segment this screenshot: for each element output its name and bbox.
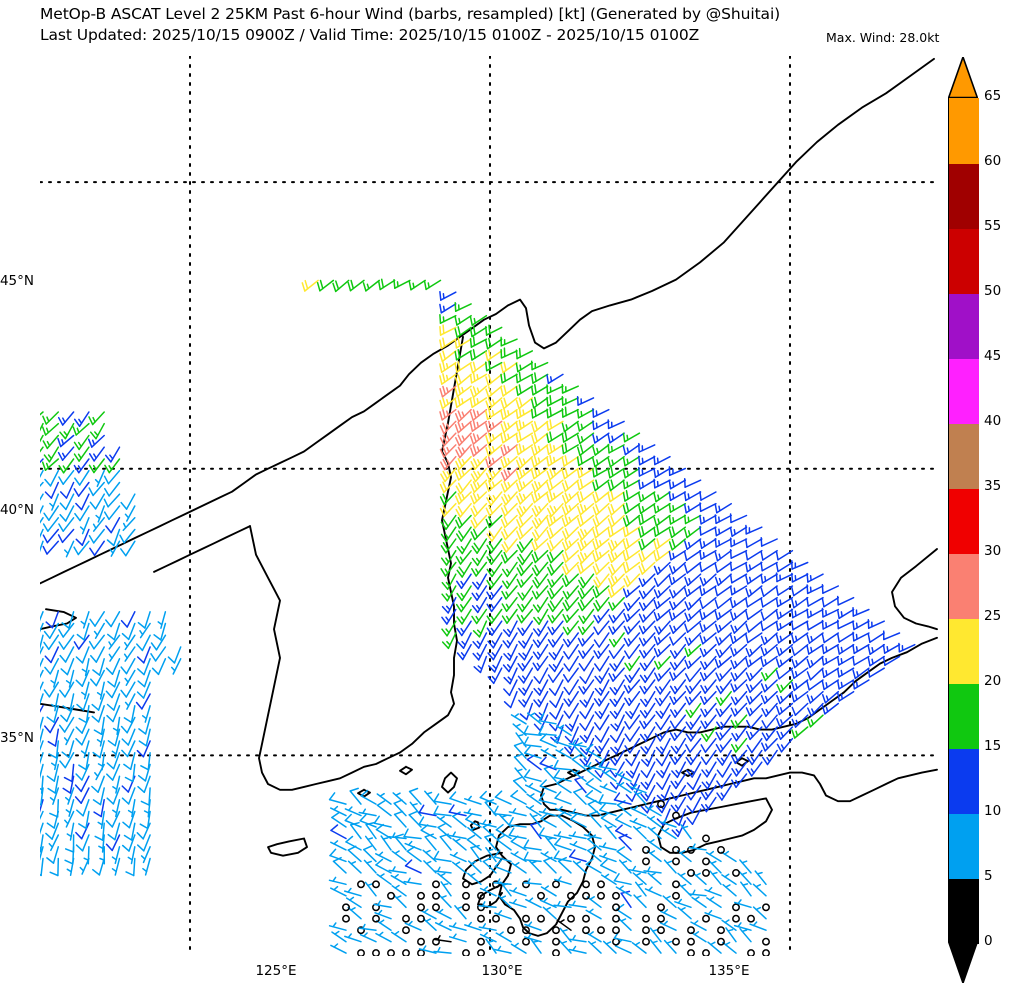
colorbar-segment-0-5 (949, 878, 979, 944)
colorbar-segment-10-15 (949, 748, 979, 814)
wind-map (40, 56, 940, 956)
colorbar-tick-60: 60 (984, 153, 1002, 169)
colorbar-tick-40: 40 (984, 413, 1002, 429)
colorbar-tick-5: 5 (984, 868, 993, 884)
colorbar-tick-30: 30 (984, 543, 1002, 559)
page-title: MetOp-B ASCAT Level 2 25KM Past 6-hour W… (40, 5, 781, 23)
colorbar-tick-15: 15 (984, 738, 1002, 754)
lon-label-0: 125°E (255, 963, 297, 979)
max-wind-label: Max. Wind: 28.0kt (826, 30, 940, 45)
colorbar-segment-20-25 (949, 618, 979, 684)
colorbar-extend-min-arrow (948, 941, 978, 983)
colorbar-segment-35-40 (949, 423, 979, 489)
gridlines (40, 56, 940, 956)
lat-label-2: 35°N (0, 730, 34, 746)
colorbar-segment-50-55 (949, 228, 979, 294)
colorbar-tick-65: 65 (984, 88, 1002, 104)
colorbar-tick-20: 20 (984, 673, 1002, 689)
colorbar-tick-55: 55 (984, 218, 1002, 234)
colorbar-body (948, 97, 979, 944)
colorbar-segment-30-35 (949, 488, 979, 554)
wind-barbs (40, 278, 916, 956)
colorbar-segment-55-60 (949, 163, 979, 229)
lat-label-1: 40°N (0, 502, 34, 518)
colorbar-tick-25: 25 (984, 608, 1002, 624)
lat-label-0: 45°N (0, 273, 34, 289)
lon-label-1: 130°E (481, 963, 523, 979)
colorbar-segment-15-20 (949, 683, 979, 749)
colorbar-tick-35: 35 (984, 478, 1002, 494)
colorbar[interactable]: 0 5 10 15 20 25 30 35 40 45 50 55 60 65 (948, 57, 1001, 983)
map-canvas (40, 56, 940, 956)
colorbar-segment-40-45 (949, 358, 979, 424)
colorbar-segment-5-10 (949, 813, 979, 879)
colorbar-tick-0: 0 (984, 933, 993, 949)
lon-label-2: 135°E (708, 963, 750, 979)
page-subtitle: Last Updated: 2025/10/15 0900Z / Valid T… (40, 26, 700, 44)
colorbar-segment-60-65 (949, 98, 979, 164)
colorbar-tick-50: 50 (984, 283, 1002, 299)
colorbar-tick-10: 10 (984, 803, 1002, 819)
colorbar-segment-25-30 (949, 553, 979, 619)
colorbar-tick-45: 45 (984, 348, 1002, 364)
coastlines (40, 57, 938, 937)
colorbar-extend-max-arrow (948, 57, 978, 98)
chart-header: MetOp-B ASCAT Level 2 25KM Past 6-hour W… (0, 0, 1010, 50)
colorbar-segment-45-50 (949, 293, 979, 359)
